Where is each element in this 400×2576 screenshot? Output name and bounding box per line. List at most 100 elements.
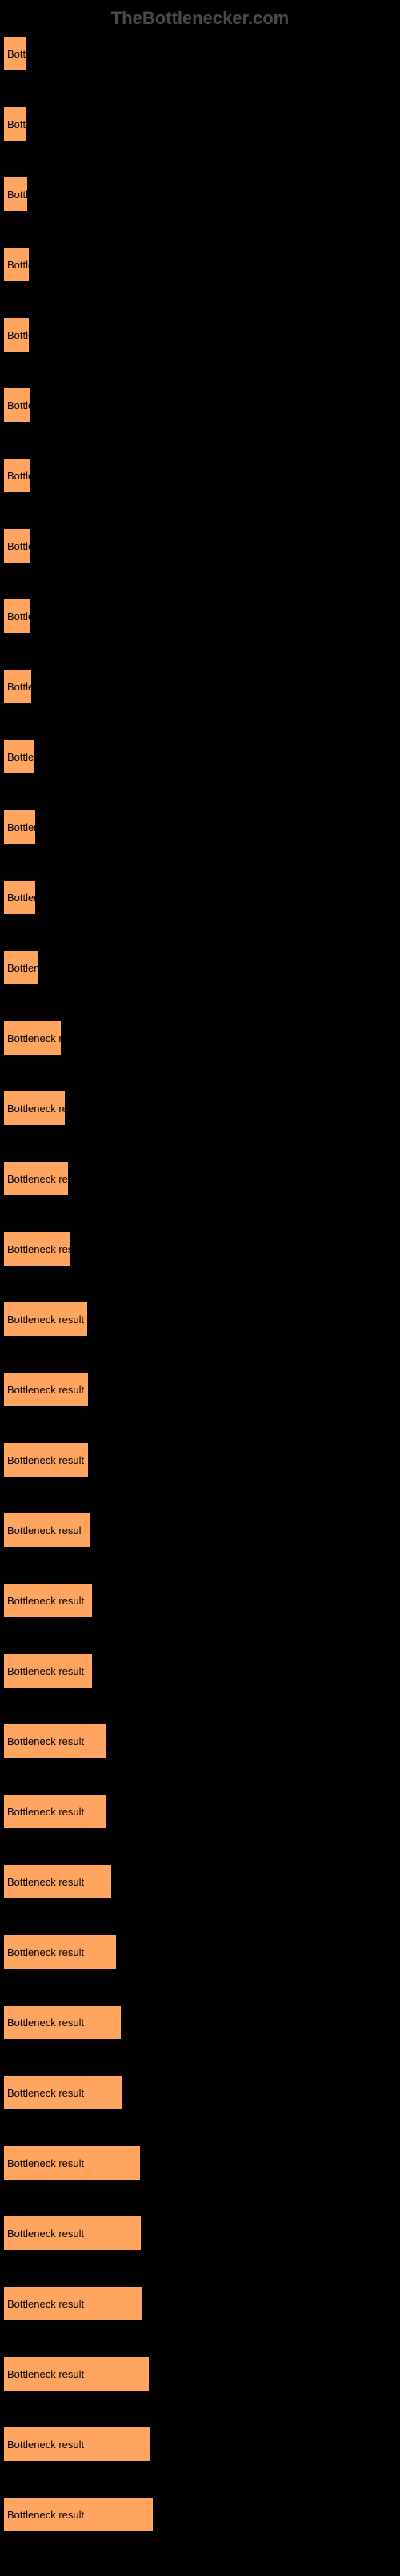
bar-row: Bottlen xyxy=(4,740,396,804)
bar: Bottleneck result xyxy=(4,2498,153,2531)
bar-wrapper: 3Bottleneck result xyxy=(4,2287,396,2336)
bar-label: Bottleneck result xyxy=(4,2439,84,2451)
bar-label: Bottleneck result xyxy=(4,1665,84,1677)
bar-row: 3Bottleneck result xyxy=(4,2287,396,2351)
bar-wrapper: Bottleneck result xyxy=(4,2216,396,2266)
bar-label: Bottlen xyxy=(4,751,39,763)
bar-label: Bottlene xyxy=(4,892,46,904)
bar-row: Bottle xyxy=(4,388,396,452)
bar: Bottleneck result xyxy=(4,2146,140,2180)
bar-label: Bottleneck result xyxy=(4,1314,84,1326)
bar: Bottleneck re xyxy=(4,1021,61,1055)
bar-row: Bottleneck result xyxy=(4,1865,396,1929)
bar: Bottlene xyxy=(4,951,38,984)
bar-wrapper: Bottlene xyxy=(4,881,396,930)
bar-label: Bottleneck result xyxy=(4,1384,84,1396)
bar: Bottleneck result xyxy=(4,1865,111,1898)
bar-label: Bottle xyxy=(4,400,34,411)
bar-row: Bottleneck re xyxy=(4,1021,396,1085)
bar: Bottleneck result xyxy=(4,1302,87,1336)
bar: Bottleneck result xyxy=(4,1373,88,1406)
bar-label: Bottleneck result xyxy=(4,2087,84,2099)
bar: Bottle xyxy=(4,318,29,352)
bar: Bottle xyxy=(4,248,29,281)
bar-wrapper: Bottl xyxy=(4,177,396,227)
bar-wrapper: Bottler xyxy=(4,670,396,719)
bar-label: Bottleneck resul xyxy=(4,1525,82,1536)
bar: Bottle xyxy=(4,599,30,633)
bar-wrapper: Bottleneck result xyxy=(4,1865,396,1914)
bar-wrapper: Bottleneck result xyxy=(4,1302,396,1352)
bar-wrapper: 4Bottleneck result xyxy=(4,2427,396,2477)
bar-label: Bottlene xyxy=(4,962,46,974)
bar-label: Bottle xyxy=(4,259,34,271)
bar-row: Bottleneck result xyxy=(4,1302,396,1366)
bar-row: Bottle xyxy=(4,248,396,312)
bar: Bottleneck result xyxy=(4,1935,116,1969)
bar-row: Bott xyxy=(4,107,396,171)
bar: Bottleneck result xyxy=(4,1443,88,1477)
bar: Bottleneck result xyxy=(4,2427,150,2461)
bar-row: 3Bottleneck result xyxy=(4,2146,396,2210)
bar-row: Bottle xyxy=(4,529,396,593)
bar: Bottlene xyxy=(4,810,35,844)
bar-row: Bottlene xyxy=(4,810,396,874)
bar: Bottleneck result xyxy=(4,2076,122,2109)
bar-label: Bottle xyxy=(4,610,34,622)
bar-wrapper: Bottleneck result xyxy=(4,2498,396,2547)
bar-label: Bottler xyxy=(4,681,38,693)
bar-label: Bottleneck result xyxy=(4,1806,84,1818)
bar-row: Bottleneck result xyxy=(4,1232,396,1296)
bar: Bottleneck result xyxy=(4,2357,149,2391)
bar-row: Bottleneck result xyxy=(4,1935,396,1999)
bar-wrapper: Bottleneck re xyxy=(4,1021,396,1071)
bar-wrapper: Bott xyxy=(4,37,396,86)
bar-label: Bottleneck result xyxy=(4,2157,84,2169)
bar-wrapper: Bottleneck result xyxy=(4,1373,396,1422)
bar-row: Bottleneck result xyxy=(4,1724,396,1788)
bar-wrapper: Bottleneck result xyxy=(4,1935,396,1985)
bar-label: Bottleneck result xyxy=(4,2228,84,2240)
bar: Bottleneck result xyxy=(4,1654,92,1688)
bar: Bottl xyxy=(4,177,27,211)
bar-row: Bottler xyxy=(4,670,396,733)
bar-label: Bottle xyxy=(4,329,34,341)
bar-row: Bottlene xyxy=(4,951,396,1015)
bar-label: Bottleneck result xyxy=(4,1454,84,1466)
bar-row: Bottleneck result xyxy=(4,2076,396,2140)
bar-wrapper: Bottleneck result xyxy=(4,1091,396,1141)
bar-label: Bottleneck result xyxy=(4,2368,84,2380)
bar-label: Bottleneck result xyxy=(4,1595,84,1607)
bar-wrapper: 3Bottleneck result xyxy=(4,2146,396,2196)
bar-label: Bottleneck result xyxy=(4,2017,84,2029)
bar: Bottlen xyxy=(4,740,34,773)
bar-wrapper: Bottle xyxy=(4,529,396,578)
bar-row: 4Bottleneck result xyxy=(4,2357,396,2421)
bar-wrapper: Bottleneck result xyxy=(4,1584,396,1633)
bar-wrapper: Bottleneck res xyxy=(4,1162,396,1211)
bar: Bottle xyxy=(4,529,30,563)
bar-label: Bottle xyxy=(4,470,34,482)
bar: Bottle xyxy=(4,459,30,492)
bar-row: Bottle xyxy=(4,599,396,663)
bar-wrapper: Bottlene xyxy=(4,810,396,860)
bar-label: Bottlene xyxy=(4,821,46,833)
bar-row: Bottleneck resul xyxy=(4,1513,396,1577)
bar-label: Bottleneck result xyxy=(4,2509,84,2521)
bar: Bottleneck result xyxy=(4,1795,106,1828)
bar: Bottle xyxy=(4,388,30,422)
bar-label: Bottleneck result xyxy=(4,1735,84,1747)
bar-label: Bottleneck re xyxy=(4,1032,68,1044)
bar-label: Bottleneck result xyxy=(4,1243,84,1255)
bar-row: Bottleneck result xyxy=(4,1091,396,1155)
bar-row: Bottleneck result xyxy=(4,1654,396,1718)
bar-wrapper: Bottle xyxy=(4,248,396,297)
bar-wrapper: Bottleneck result xyxy=(4,2076,396,2125)
bar-label: Bottleneck result xyxy=(4,1946,84,1958)
bar-wrapper: Bottle xyxy=(4,459,396,508)
bar: Bottleneck result xyxy=(4,2006,121,2039)
bar: Bott xyxy=(4,37,26,70)
bar: Bottleneck result xyxy=(4,1724,106,1758)
bar-row: Bottleneck result xyxy=(4,2216,396,2280)
bar-wrapper: Bottleneck result xyxy=(4,1232,396,1282)
